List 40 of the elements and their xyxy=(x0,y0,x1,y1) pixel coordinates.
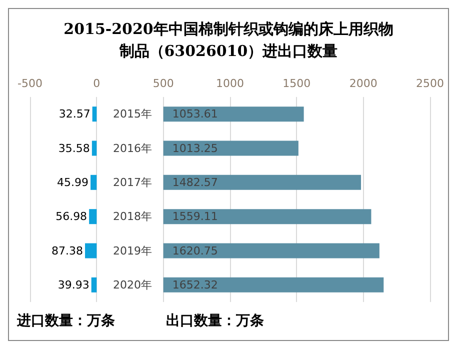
bar xyxy=(163,243,380,258)
text: 出口数量：万条 xyxy=(166,313,264,329)
y-tick-label: 2020年 xyxy=(113,278,152,292)
y-tick-label: 2016年 xyxy=(113,142,152,155)
x-tick-label: 2500 xyxy=(416,77,444,90)
bar xyxy=(92,106,97,122)
bar xyxy=(90,174,97,190)
bar xyxy=(92,140,97,156)
bar xyxy=(89,209,97,224)
data-label: 32.57 xyxy=(58,108,90,121)
data-label: 35.58 xyxy=(58,142,90,155)
bar xyxy=(163,277,384,292)
y-tick-label: 2018年 xyxy=(113,210,152,224)
bar xyxy=(163,174,362,190)
x-tick-label: 1000 xyxy=(216,77,244,90)
bar xyxy=(163,140,298,156)
data-label: 39.93 xyxy=(58,278,90,292)
data-label: 1652.32 xyxy=(172,278,218,292)
x-tick-label: 500 xyxy=(152,77,174,90)
bar xyxy=(91,277,97,292)
chart-title: 2015-2020年中国棉制针织或钩编的床上用织物制品（63026010）进出口数量 xyxy=(64,20,394,60)
data-label: 1620.75 xyxy=(172,244,218,258)
x-tick-label: 2000 xyxy=(349,77,378,90)
x-tick-label: 0 xyxy=(93,77,100,90)
bar xyxy=(163,209,372,224)
x-tick-label: 1500 xyxy=(282,77,311,90)
data-label: 87.38 xyxy=(52,244,84,258)
data-label: 56.98 xyxy=(56,210,88,224)
bar xyxy=(85,243,97,258)
data-label: 1559.11 xyxy=(172,210,218,224)
data-label: 1013.25 xyxy=(172,142,218,155)
y-tick-label: 2015年 xyxy=(113,108,152,121)
text: 进口数量：万条 xyxy=(16,313,115,329)
y-tick-label: 2017年 xyxy=(113,176,152,189)
data-label: 45.99 xyxy=(57,176,89,189)
x-tick-label: -500 xyxy=(18,77,42,90)
bar xyxy=(163,106,304,122)
y-tick-label: 2019年 xyxy=(113,244,152,258)
data-label: 1482.57 xyxy=(172,176,218,189)
data-label: 1053.61 xyxy=(172,108,218,121)
